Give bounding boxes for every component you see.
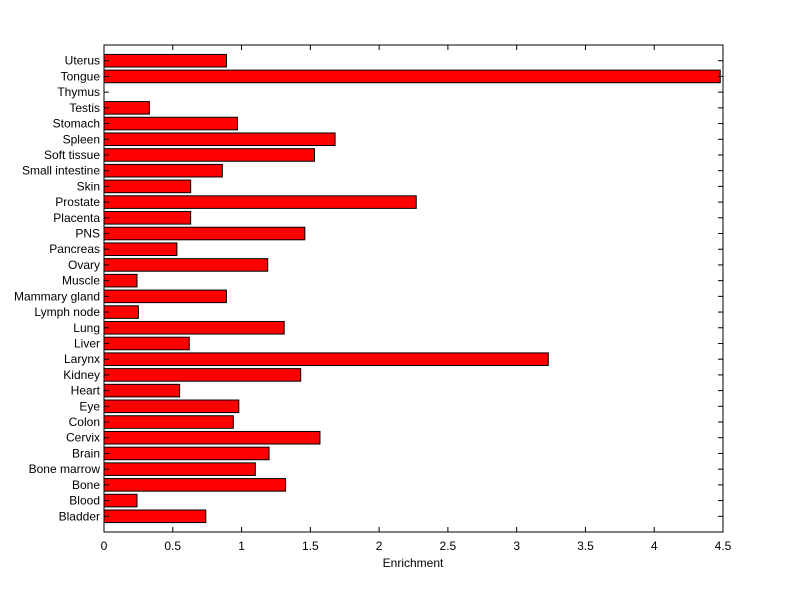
y-tick-label: Brain	[72, 446, 100, 460]
bar-prostate	[103, 195, 417, 209]
x-tick-label: 3	[513, 539, 520, 553]
bar-pancreas	[103, 242, 178, 257]
y-tick-label: Cervix	[66, 431, 100, 445]
y-tick-label: Skin	[77, 179, 100, 193]
bars-group	[103, 53, 721, 524]
y-tick-label: Lymph node	[34, 305, 100, 319]
y-tick-label: Colon	[69, 415, 100, 429]
x-tick-label: 1.5	[302, 539, 319, 553]
bar-ovary	[103, 258, 269, 272]
bar-kidney	[103, 368, 302, 382]
y-tick-label: Eye	[79, 399, 100, 413]
y-tick-label: Blood	[69, 494, 100, 508]
y-tick-label: Tongue	[61, 69, 101, 83]
x-tick-label: 4.5	[715, 539, 732, 553]
x-ticks-group: 0 0.5 1 1.5 2 2.5 3 3.5 4 4.5	[101, 45, 732, 553]
y-tick-label: Prostate	[55, 195, 100, 209]
y-tick-label: Pancreas	[49, 242, 100, 256]
y-tick-label: Small intestine	[22, 164, 100, 178]
y-tick-label: Ovary	[68, 258, 100, 272]
bar-liver	[103, 336, 190, 351]
y-tick-label: Kidney	[63, 368, 100, 382]
bar-pns	[103, 226, 306, 241]
bar-spleen	[103, 132, 336, 147]
bar-bone	[103, 478, 287, 492]
y-tick-label: Bladder	[59, 509, 100, 523]
bar-colon	[103, 415, 234, 429]
bar-small-intestine	[103, 163, 223, 178]
bar-bladder	[103, 509, 207, 524]
y-tick-label: Liver	[74, 336, 100, 350]
y-tick-label: Stomach	[53, 117, 100, 131]
bar-larynx	[103, 352, 549, 366]
y-tick-label: Soft tissue	[44, 148, 100, 162]
y-tick-label: Placenta	[53, 211, 100, 225]
x-tick-label: 0	[101, 539, 108, 553]
bar-bone-marrow	[103, 462, 256, 476]
bar-heart	[103, 383, 181, 398]
y-tick-label: Uterus	[65, 54, 100, 68]
bar-uterus	[103, 53, 227, 68]
y-tick-label: Heart	[71, 384, 101, 398]
y-tick-label: Muscle	[62, 274, 100, 288]
y-tick-label: Bone	[72, 478, 100, 492]
bar-skin	[103, 179, 192, 194]
bar-lung	[103, 320, 285, 335]
bar-cervix	[103, 430, 321, 445]
y-tick-label: Bone marrow	[29, 462, 101, 476]
y-tick-label: Mammary gland	[14, 289, 100, 303]
bar-placenta	[103, 211, 192, 225]
y-tick-label: PNS	[75, 227, 100, 241]
x-tick-label: 2	[376, 539, 383, 553]
bar-soft-tissue	[103, 148, 315, 162]
y-tick-label: Thymus	[57, 85, 100, 99]
y-tick-label: Testis	[69, 101, 100, 115]
x-tick-label: 1	[238, 539, 245, 553]
bar-eye	[103, 399, 240, 414]
y-tick-label: Lung	[73, 321, 100, 335]
x-tick-label: 2.5	[440, 539, 457, 553]
bar-stomach	[103, 116, 238, 131]
bar-mammary-gland	[103, 289, 227, 304]
x-tick-label: 3.5	[577, 539, 594, 553]
y-tick-label: Spleen	[63, 132, 100, 146]
bar-lymph-node	[103, 305, 139, 319]
y-tick-label: Larynx	[64, 352, 100, 366]
bar-testis	[103, 101, 150, 115]
x-axis-label: Enrichment	[383, 556, 444, 570]
x-tick-label: 4	[651, 539, 658, 553]
x-tick-label: 0.5	[164, 539, 181, 553]
bar-tongue	[103, 69, 721, 84]
bar-brain	[103, 446, 270, 461]
